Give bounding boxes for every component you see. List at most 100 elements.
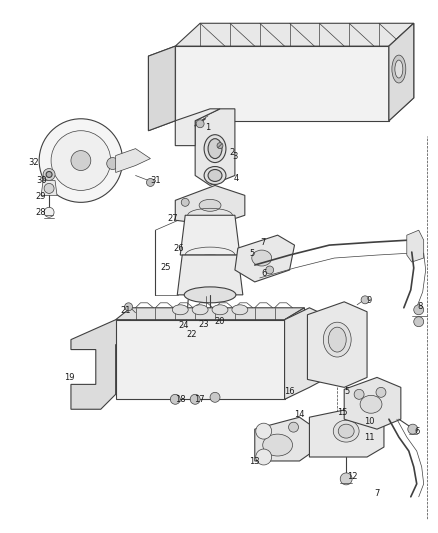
Text: 29: 29 xyxy=(36,192,46,201)
Text: 26: 26 xyxy=(173,244,184,253)
Text: 21: 21 xyxy=(120,306,131,315)
Circle shape xyxy=(354,389,364,399)
Text: 24: 24 xyxy=(178,321,188,330)
Circle shape xyxy=(44,207,54,217)
Text: 23: 23 xyxy=(199,320,209,329)
Text: 22: 22 xyxy=(186,330,196,339)
Ellipse shape xyxy=(208,169,222,181)
Circle shape xyxy=(376,387,386,397)
Circle shape xyxy=(71,151,91,171)
Polygon shape xyxy=(344,377,401,429)
Polygon shape xyxy=(177,255,243,295)
Polygon shape xyxy=(407,230,424,262)
Ellipse shape xyxy=(395,60,403,78)
Text: 10: 10 xyxy=(364,417,374,426)
Circle shape xyxy=(256,423,272,439)
Text: 3: 3 xyxy=(232,152,237,161)
Ellipse shape xyxy=(204,135,226,163)
Circle shape xyxy=(181,322,189,330)
Ellipse shape xyxy=(263,434,293,456)
Text: 14: 14 xyxy=(294,410,305,419)
Ellipse shape xyxy=(392,55,406,83)
Ellipse shape xyxy=(172,305,188,315)
Circle shape xyxy=(210,392,220,402)
Text: 1: 1 xyxy=(205,123,211,132)
Polygon shape xyxy=(307,302,367,387)
Circle shape xyxy=(289,422,298,432)
Circle shape xyxy=(107,158,119,169)
Polygon shape xyxy=(235,235,294,282)
Circle shape xyxy=(181,198,189,206)
Text: 16: 16 xyxy=(284,387,295,396)
Polygon shape xyxy=(389,23,414,121)
Polygon shape xyxy=(148,46,175,131)
Circle shape xyxy=(170,394,180,404)
Circle shape xyxy=(196,120,204,128)
Text: 20: 20 xyxy=(215,317,225,326)
Polygon shape xyxy=(255,417,309,461)
Circle shape xyxy=(190,394,200,404)
Text: 11: 11 xyxy=(364,433,374,442)
Circle shape xyxy=(340,473,352,485)
Circle shape xyxy=(205,317,215,327)
Ellipse shape xyxy=(360,395,382,413)
Polygon shape xyxy=(175,46,389,121)
Circle shape xyxy=(39,119,123,203)
Polygon shape xyxy=(285,308,324,399)
Polygon shape xyxy=(180,215,240,255)
Polygon shape xyxy=(116,149,150,173)
Text: 19: 19 xyxy=(64,373,74,382)
Text: 5: 5 xyxy=(249,248,254,257)
Polygon shape xyxy=(285,308,304,399)
Circle shape xyxy=(43,168,55,181)
Text: 5: 5 xyxy=(345,387,350,396)
Ellipse shape xyxy=(208,139,222,158)
Polygon shape xyxy=(175,23,414,46)
Text: 32: 32 xyxy=(28,158,39,167)
Ellipse shape xyxy=(184,287,236,303)
Text: 30: 30 xyxy=(36,176,46,185)
Ellipse shape xyxy=(192,305,208,315)
Circle shape xyxy=(46,172,52,177)
Circle shape xyxy=(266,266,274,274)
Circle shape xyxy=(217,143,223,149)
Polygon shape xyxy=(175,109,220,146)
Circle shape xyxy=(124,303,133,311)
Circle shape xyxy=(190,328,198,336)
Text: 8: 8 xyxy=(417,302,422,311)
Text: 13: 13 xyxy=(250,457,260,466)
Circle shape xyxy=(361,296,369,304)
Polygon shape xyxy=(148,46,175,131)
Ellipse shape xyxy=(232,305,248,315)
Polygon shape xyxy=(116,320,285,399)
Ellipse shape xyxy=(323,322,351,357)
Polygon shape xyxy=(195,109,235,185)
Text: 27: 27 xyxy=(167,214,178,223)
Ellipse shape xyxy=(252,250,272,266)
Circle shape xyxy=(414,305,424,315)
Polygon shape xyxy=(309,405,384,457)
Text: 12: 12 xyxy=(347,472,357,481)
Circle shape xyxy=(414,317,424,327)
Text: 31: 31 xyxy=(150,176,161,185)
Polygon shape xyxy=(389,23,414,121)
Polygon shape xyxy=(41,181,57,196)
Text: 25: 25 xyxy=(160,263,170,272)
Text: 15: 15 xyxy=(337,408,347,417)
Text: 7: 7 xyxy=(374,489,380,498)
Ellipse shape xyxy=(338,424,354,438)
Polygon shape xyxy=(71,320,131,409)
Circle shape xyxy=(146,179,155,187)
Circle shape xyxy=(44,183,54,193)
Ellipse shape xyxy=(204,166,226,184)
Text: 18: 18 xyxy=(175,395,186,404)
Ellipse shape xyxy=(333,420,359,442)
Text: 17: 17 xyxy=(194,395,205,404)
Text: 2: 2 xyxy=(229,148,234,157)
Circle shape xyxy=(256,449,272,465)
Text: 6: 6 xyxy=(414,426,420,435)
Text: 9: 9 xyxy=(367,296,372,305)
Text: 6: 6 xyxy=(261,270,266,278)
Ellipse shape xyxy=(328,327,346,352)
Polygon shape xyxy=(116,308,304,320)
